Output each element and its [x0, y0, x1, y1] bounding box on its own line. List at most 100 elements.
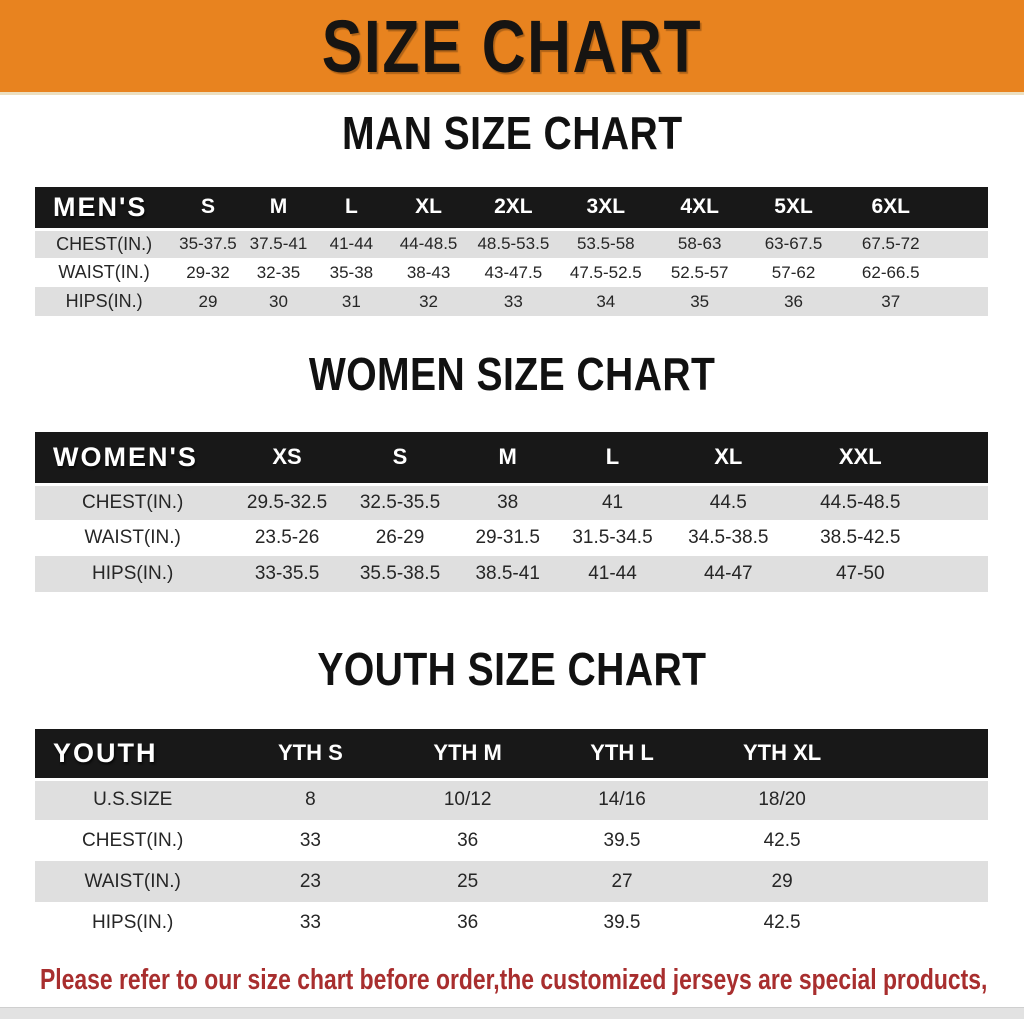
youth-waist-row: WAIST(IN.) 23 25 27 29 — [35, 861, 988, 902]
men-size-col: 4XL — [653, 187, 746, 231]
measure-cell: 29 — [173, 287, 243, 316]
row-label: WAIST(IN.) — [35, 520, 231, 556]
youth-chest-row: CHEST(IN.) 33 36 39.5 42.5 — [35, 820, 988, 861]
measure-cell: 8 — [230, 779, 391, 820]
measure-cell: 26-29 — [343, 520, 457, 556]
women-heading-text: WOMEN SIZE CHART — [308, 348, 716, 400]
measure-cell: 44-48.5 — [388, 229, 469, 258]
youth-heading-text: YOUTH SIZE CHART — [317, 643, 707, 695]
filler-cell — [940, 229, 988, 258]
measure-cell: 48.5-53.5 — [468, 229, 559, 258]
filler-cell — [865, 820, 988, 861]
measure-cell: 44-47 — [665, 556, 791, 592]
measure-cell: 41-44 — [314, 229, 389, 258]
men-heading-text: MAN SIZE CHART — [341, 107, 683, 159]
measure-cell: 31 — [314, 287, 389, 316]
men-size-table: MEN'S S M L XL 2XL 3XL 4XL 5XL 6XL CHEST… — [35, 187, 988, 316]
measure-cell: 33 — [230, 820, 391, 861]
footer-line-1-text: Please refer to our size chart before or… — [40, 964, 988, 996]
men-header-row: MEN'S S M L XL 2XL 3XL 4XL 5XL 6XL — [35, 187, 988, 231]
men-size-col: 3XL — [558, 187, 654, 231]
measure-cell: 23.5-26 — [230, 520, 344, 556]
men-size-col: 6XL — [841, 187, 941, 231]
measure-cell: 42.5 — [699, 902, 866, 943]
measure-cell: 37.5-41 — [242, 229, 315, 258]
youth-size-table: YOUTH YTH S YTH M YTH L YTH XL U.S.SIZE … — [35, 729, 988, 943]
women-size-table: WOMEN'S XS S M L XL XXL CHEST(IN.) 29.5-… — [35, 432, 988, 592]
size-chart-banner: SIZE CHART — [0, 0, 1024, 95]
measure-cell: 14/16 — [544, 779, 700, 820]
row-label: U.S.SIZE — [35, 779, 231, 820]
filler-cell — [865, 729, 988, 781]
row-label: HIPS(IN.) — [35, 556, 231, 592]
men-waist-row: WAIST(IN.) 29-32 32-35 35-38 38-43 43-47… — [35, 258, 988, 287]
measure-cell: 47.5-52.5 — [558, 258, 654, 287]
men-size-col: 5XL — [745, 187, 842, 231]
men-section-heading: MAN SIZE CHART — [0, 109, 1024, 169]
filler-cell — [929, 520, 988, 556]
measure-cell: 32 — [388, 287, 469, 316]
filler-cell — [940, 287, 988, 316]
measure-cell: 36 — [390, 902, 545, 943]
women-size-col: L — [559, 432, 666, 486]
measure-cell: 41 — [559, 484, 666, 520]
youth-size-col: YTH L — [544, 729, 700, 781]
women-section-heading: WOMEN SIZE CHART — [0, 350, 1024, 410]
measure-cell: 43-47.5 — [468, 258, 559, 287]
measure-cell: 44.5 — [665, 484, 791, 520]
measure-cell: 38-43 — [388, 258, 469, 287]
measure-cell: 32-35 — [242, 258, 315, 287]
footer-line-1: Please refer to our size chart before or… — [40, 959, 1024, 1006]
row-label: CHEST(IN.) — [35, 484, 231, 520]
measure-cell: 27 — [544, 861, 700, 902]
measure-cell: 32.5-35.5 — [343, 484, 457, 520]
youth-header-row: YOUTH YTH S YTH M YTH L YTH XL — [35, 729, 988, 781]
measure-cell: 33 — [230, 902, 391, 943]
measure-cell: 25 — [390, 861, 545, 902]
measure-cell: 31.5-34.5 — [559, 520, 666, 556]
measure-cell: 29-31.5 — [456, 520, 560, 556]
measure-cell: 36 — [390, 820, 545, 861]
row-label: WAIST(IN.) — [35, 861, 231, 902]
measure-cell: 35 — [653, 287, 746, 316]
measure-cell: 35-38 — [314, 258, 389, 287]
row-label: HIPS(IN.) — [35, 287, 174, 316]
measure-cell: 34.5-38.5 — [665, 520, 791, 556]
men-size-col: L — [314, 187, 389, 231]
men-group-label: MEN'S — [35, 187, 174, 231]
filler-cell — [865, 779, 988, 820]
men-size-col: M — [242, 187, 315, 231]
women-hips-row: HIPS(IN.) 33-35.5 35.5-38.5 38.5-41 41-4… — [35, 556, 988, 592]
women-size-col: XS — [230, 432, 344, 486]
youth-hips-row: HIPS(IN.) 33 36 39.5 42.5 — [35, 902, 988, 943]
youth-size-col: YTH M — [390, 729, 545, 781]
measure-cell: 33 — [468, 287, 559, 316]
measure-cell: 33-35.5 — [230, 556, 344, 592]
measure-cell: 18/20 — [699, 779, 866, 820]
measure-cell: 57-62 — [745, 258, 842, 287]
filler-cell — [929, 432, 988, 486]
women-size-col: XXL — [790, 432, 930, 486]
youth-size-col: YTH S — [230, 729, 391, 781]
women-chest-row: CHEST(IN.) 29.5-32.5 32.5-35.5 38 41 44.… — [35, 484, 988, 520]
women-size-col: S — [343, 432, 457, 486]
measure-cell: 30 — [242, 287, 315, 316]
measure-cell: 42.5 — [699, 820, 866, 861]
measure-cell: 29-32 — [173, 258, 243, 287]
measure-cell: 37 — [841, 287, 941, 316]
measure-cell: 41-44 — [559, 556, 666, 592]
measure-cell: 38.5-42.5 — [790, 520, 930, 556]
youth-ussize-row: U.S.SIZE 8 10/12 14/16 18/20 — [35, 779, 988, 820]
measure-cell: 35-37.5 — [173, 229, 243, 258]
measure-cell: 39.5 — [544, 902, 700, 943]
measure-cell: 10/12 — [390, 779, 545, 820]
youth-size-col: YTH XL — [699, 729, 866, 781]
men-size-col: S — [173, 187, 243, 231]
measure-cell: 29.5-32.5 — [230, 484, 344, 520]
measure-cell: 35.5-38.5 — [343, 556, 457, 592]
measure-cell: 29 — [699, 861, 866, 902]
row-label: CHEST(IN.) — [35, 820, 231, 861]
measure-cell: 67.5-72 — [841, 229, 941, 258]
women-size-col: M — [456, 432, 560, 486]
measure-cell: 53.5-58 — [558, 229, 654, 258]
